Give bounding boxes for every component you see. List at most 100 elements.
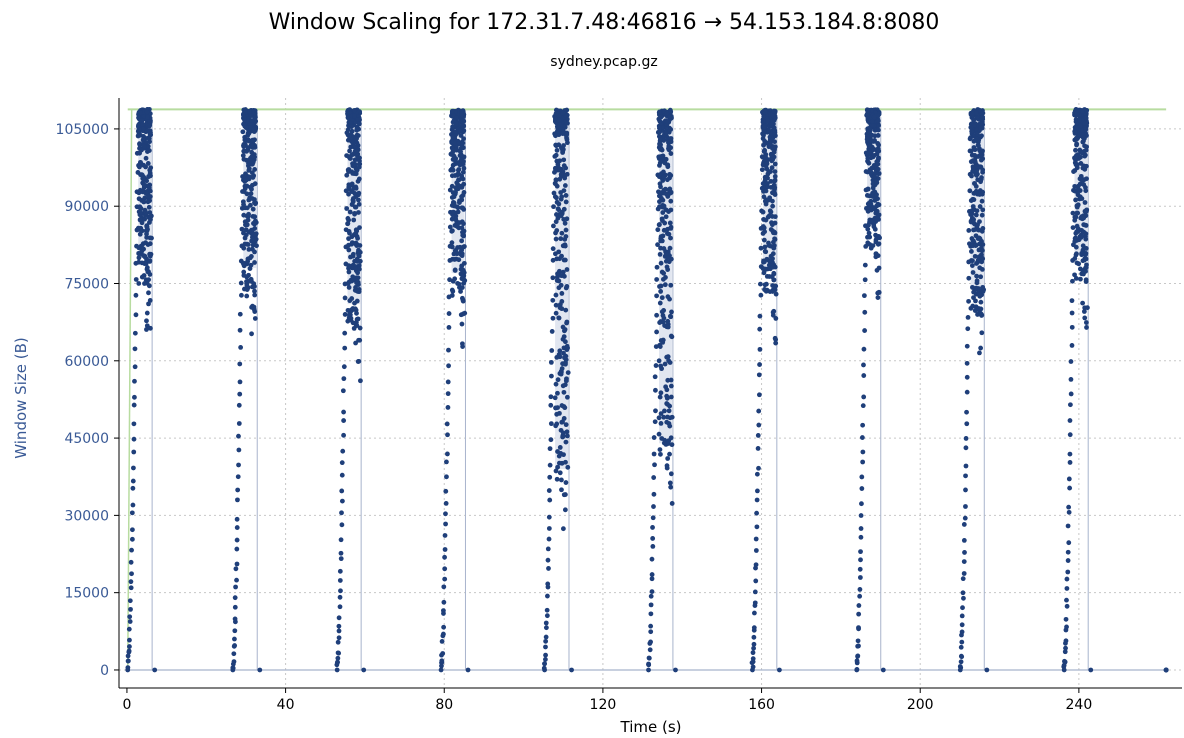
data-point <box>564 132 570 137</box>
data-point <box>979 149 985 155</box>
data-point <box>127 598 133 604</box>
data-point <box>657 125 662 131</box>
data-point <box>125 653 131 659</box>
data-point <box>565 394 570 400</box>
data-point <box>1073 244 1079 250</box>
data-point <box>756 422 762 428</box>
data-point <box>450 228 455 234</box>
data-point <box>860 403 866 409</box>
data-point <box>760 231 766 236</box>
data-point <box>562 257 568 263</box>
data-point <box>557 410 562 416</box>
data-point <box>1074 136 1080 142</box>
data-point <box>654 277 660 282</box>
data-point <box>442 576 448 582</box>
data-point <box>563 339 568 345</box>
data-point <box>545 557 551 563</box>
data-point <box>867 234 873 240</box>
data-point <box>1081 229 1087 235</box>
data-point <box>137 217 143 223</box>
data-point <box>545 546 551 552</box>
data-point <box>242 241 248 247</box>
data-point <box>770 264 776 270</box>
data-point <box>654 312 660 318</box>
data-point <box>128 606 133 612</box>
data-point <box>146 174 152 179</box>
data-point <box>865 226 871 232</box>
data-point <box>658 114 664 120</box>
data-point <box>668 383 674 389</box>
data-point <box>870 194 876 199</box>
data-point <box>1074 153 1080 159</box>
data-point <box>972 181 978 186</box>
data-point <box>767 274 772 279</box>
data-point <box>865 240 871 246</box>
data-point <box>1072 129 1078 135</box>
data-point <box>137 209 143 215</box>
data-point <box>1079 150 1085 156</box>
data-point <box>772 335 778 341</box>
data-point <box>138 159 143 165</box>
data-point <box>1074 229 1080 235</box>
data-point <box>553 236 559 242</box>
data-point <box>234 546 240 552</box>
data-point <box>559 306 565 312</box>
data-point <box>973 298 978 304</box>
data-point <box>126 648 132 654</box>
data-point <box>461 268 466 274</box>
data-point <box>857 593 863 599</box>
data-point <box>560 433 566 439</box>
data-point <box>877 235 882 241</box>
data-point <box>974 110 979 116</box>
data-point <box>972 308 978 313</box>
data-point <box>237 391 243 397</box>
data-point <box>772 128 778 134</box>
data-point <box>858 557 863 563</box>
data-point <box>762 266 768 272</box>
data-point <box>449 183 455 189</box>
data-point <box>765 171 771 177</box>
data-point <box>658 451 663 457</box>
data-point <box>334 660 340 665</box>
data-point <box>142 182 147 188</box>
data-point <box>980 114 986 120</box>
data-point <box>564 320 569 326</box>
data-point <box>352 113 357 119</box>
data-point <box>234 516 240 522</box>
data-point <box>563 378 569 384</box>
data-point <box>136 255 142 261</box>
data-point <box>449 216 455 222</box>
data-point <box>875 295 881 300</box>
grid-lines <box>119 98 1182 688</box>
data-point <box>1074 162 1080 168</box>
data-point <box>652 374 658 380</box>
data-point <box>772 178 777 184</box>
data-point <box>439 638 445 644</box>
data-point <box>339 510 344 516</box>
data-point <box>555 271 560 277</box>
data-point <box>355 316 361 322</box>
data-point <box>233 566 239 572</box>
data-point <box>976 306 982 311</box>
data-point <box>1083 256 1089 262</box>
data-point <box>968 212 974 218</box>
data-point <box>244 281 250 287</box>
data-point <box>860 422 866 428</box>
data-point <box>658 390 664 396</box>
data-point <box>356 210 361 215</box>
data-point <box>459 238 465 244</box>
data-point <box>665 294 671 300</box>
data-point <box>354 298 360 304</box>
data-point <box>959 639 965 645</box>
data-point <box>660 337 666 343</box>
data-point <box>347 209 353 215</box>
data-point <box>876 123 882 128</box>
data-point <box>874 192 879 198</box>
data-point <box>459 194 464 200</box>
data-point <box>458 149 463 154</box>
data-point <box>1082 153 1088 159</box>
data-point <box>248 254 254 259</box>
data-point <box>232 616 238 622</box>
data-point <box>862 309 868 315</box>
data-point <box>446 347 451 353</box>
